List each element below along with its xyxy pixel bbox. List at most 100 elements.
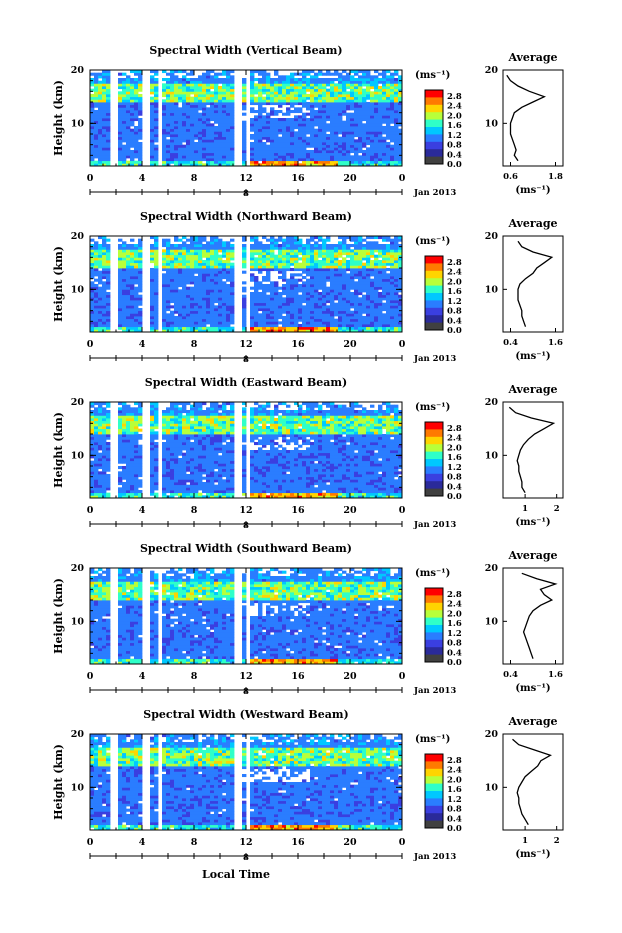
heatmap-cell: [126, 244, 130, 247]
heatmap-cells: [90, 70, 402, 166]
heatmap-cell: [318, 249, 322, 252]
heatmap-cell: [194, 150, 198, 153]
heatmap-cell: [138, 268, 142, 271]
heatmap-cell: [310, 311, 314, 314]
heatmap-cell: [330, 327, 334, 330]
heatmap-cell: [334, 137, 338, 140]
heatmap-cell: [366, 139, 370, 142]
heatmap-cell: [174, 284, 178, 287]
heatmap-cell: [370, 123, 374, 126]
heatmap-cell: [262, 150, 266, 153]
heatmap-cell: [370, 313, 374, 316]
heatmap-cell: [194, 94, 198, 97]
heatmap-cell: [206, 147, 210, 150]
heatmap-cell: [150, 313, 154, 316]
heatmap-cell: [382, 121, 386, 124]
heatmap-cell: [274, 129, 278, 132]
heatmap-cell: [266, 324, 270, 327]
heatmap-cell: [94, 327, 98, 330]
heatmap-cell: [270, 257, 274, 260]
heatmap-cell: [262, 102, 266, 105]
heatmap-cell: [202, 81, 206, 84]
heatmap-cell: [298, 324, 302, 327]
heatmap-cell: [126, 145, 130, 148]
heatmap-cell: [130, 97, 134, 100]
heatmap-cell: [370, 303, 374, 306]
heatmap-cell: [198, 313, 202, 316]
heatmap-cell: [134, 300, 138, 303]
heatmap-cell: [130, 105, 134, 108]
heatmap-cell: [262, 324, 266, 327]
heatmap-cell: [298, 147, 302, 150]
heatmap-cell: [222, 113, 226, 116]
heatmap-cell: [290, 287, 294, 290]
heatmap-cell: [266, 305, 270, 308]
heatmap-cell: [394, 300, 398, 303]
heatmap-cell: [218, 94, 222, 97]
heatmap-cell: [258, 113, 262, 116]
heatmap-cell: [330, 86, 334, 89]
heatmap-cell: [134, 260, 138, 263]
heatmap-cell: [150, 75, 154, 78]
heatmap-cell: [342, 97, 346, 100]
heatmap-cell: [274, 260, 278, 263]
heatmap-cell: [138, 107, 142, 110]
heatmap-cell: [130, 268, 134, 271]
heatmap-cell: [230, 268, 234, 271]
heatmap-cell: [170, 271, 174, 274]
heatmap-cell: [358, 303, 362, 306]
heatmap-cell: [102, 241, 106, 244]
heatmap-cell: [262, 99, 266, 102]
heatmap-cell: [378, 321, 382, 324]
heatmap-cell: [222, 324, 226, 327]
heatmap-cell: [274, 97, 278, 100]
heatmap-cell: [134, 305, 138, 308]
heatmap-cell: [258, 81, 262, 84]
heatmap-cell: [382, 161, 386, 164]
heatmap-cell: [314, 94, 318, 97]
heatmap-cell: [322, 142, 326, 145]
heatmap-cell: [386, 292, 390, 295]
heatmap-cell: [222, 91, 226, 94]
heatmap-cell: [186, 105, 190, 108]
heatmap-cell: [90, 493, 94, 496]
heatmap-cell: [286, 139, 290, 142]
heatmap-cell: [318, 161, 322, 164]
heatmap-cell: [126, 268, 130, 271]
heatmap-cell: [250, 244, 254, 247]
heatmap-cell: [294, 279, 298, 282]
heatmap-cell: [338, 121, 342, 124]
heatmap-cell: [334, 327, 338, 330]
heatmap-cell: [346, 99, 350, 102]
heatmap-cell: [286, 255, 290, 258]
heatmap-cell: [274, 305, 278, 308]
heatmap-cell: [254, 126, 258, 129]
heatmap-cell: [130, 257, 134, 260]
heatmap-cell: [286, 145, 290, 148]
heatmap-cell: [282, 252, 286, 255]
heatmap-cell: [362, 249, 366, 252]
heatmap-cell: [382, 257, 386, 260]
heatmap-cell: [102, 91, 106, 94]
heatmap-cell: [230, 161, 234, 164]
heatmap-cell: [286, 257, 290, 260]
heatmap-cell: [218, 268, 222, 271]
heatmap-cell: [138, 123, 142, 126]
heatmap-cell: [386, 121, 390, 124]
heatmap-cell: [230, 121, 234, 124]
heatmap-cell: [254, 276, 258, 279]
heatmap-cell: [302, 102, 306, 105]
heatmap-cell: [274, 268, 278, 271]
heatmap-cell: [346, 123, 350, 126]
heatmap-cell: [330, 81, 334, 84]
heatmap-cell: [382, 279, 386, 282]
heatmap-cell: [318, 247, 322, 250]
heatmap-cell: [102, 300, 106, 303]
heatmap-cell: [302, 249, 306, 252]
heatmap-cell: [138, 313, 142, 316]
heatmap-cell: [122, 284, 126, 287]
heatmap-cell: [306, 279, 310, 282]
heatmap-cell: [346, 118, 350, 121]
heatmap-cell: [126, 292, 130, 295]
heatmap-cell: [226, 252, 230, 255]
